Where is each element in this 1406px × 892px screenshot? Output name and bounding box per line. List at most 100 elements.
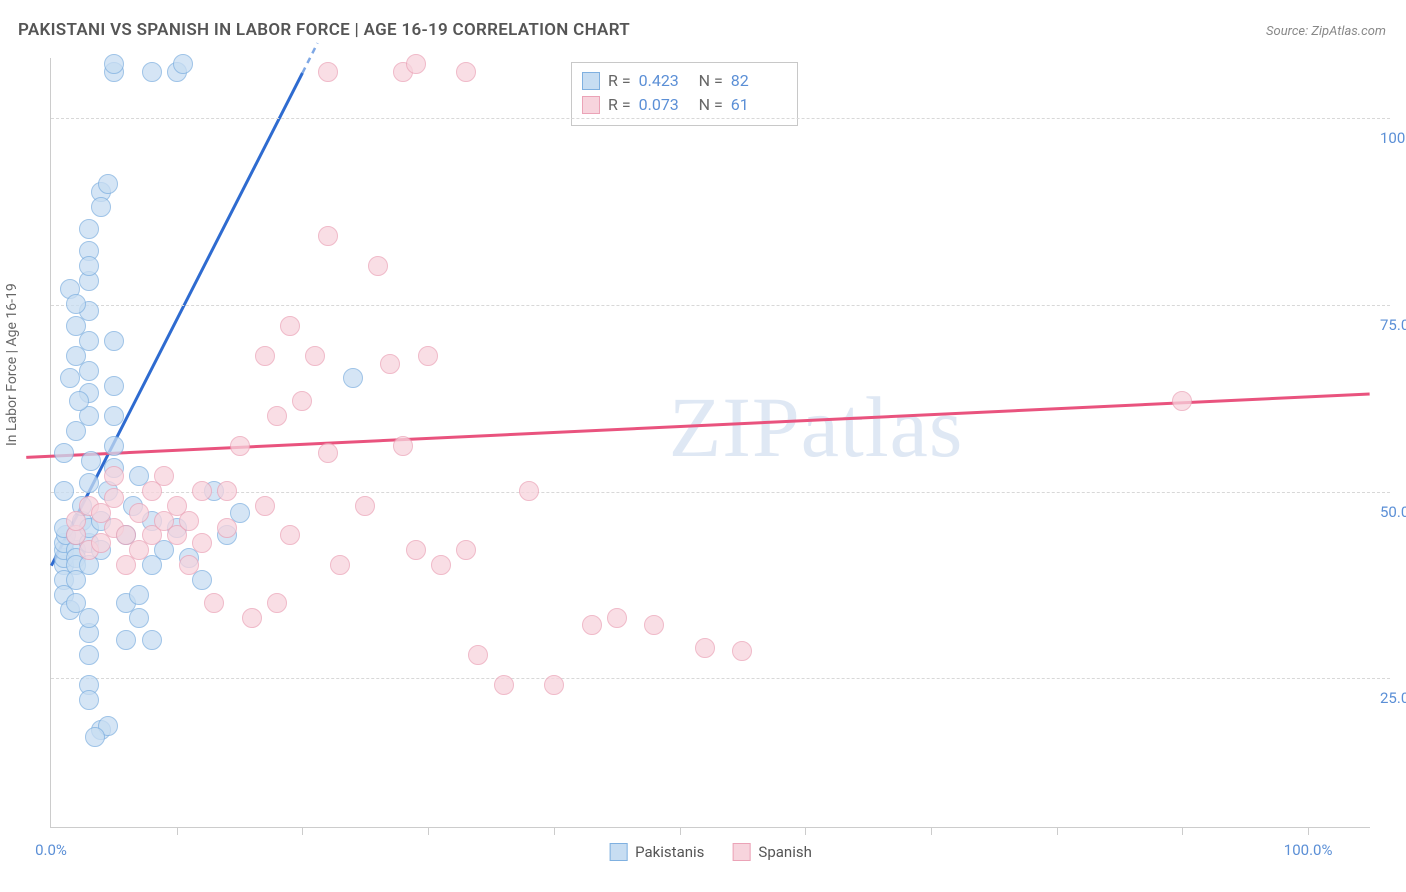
data-point xyxy=(280,316,300,336)
data-point xyxy=(129,585,149,605)
chart-title: PAKISTANI VS SPANISH IN LABOR FORCE | AG… xyxy=(18,20,630,40)
data-point xyxy=(54,481,74,501)
data-point xyxy=(318,226,338,246)
data-point xyxy=(230,436,250,456)
stat-n-value: 82 xyxy=(731,69,783,93)
legend-swatch xyxy=(582,72,600,90)
data-point xyxy=(104,488,124,508)
data-point xyxy=(129,503,149,523)
data-point xyxy=(255,346,275,366)
stat-n-value: 61 xyxy=(731,93,783,117)
stat-r-value: 0.423 xyxy=(639,69,691,93)
x-tick xyxy=(680,827,681,835)
data-point xyxy=(192,481,212,501)
legend-swatch xyxy=(732,843,750,861)
stat-r-value: 0.073 xyxy=(639,93,691,117)
stat-n-label: N = xyxy=(699,93,723,117)
grid-line xyxy=(51,678,1390,679)
data-point xyxy=(217,481,237,501)
data-point xyxy=(104,406,124,426)
x-tick xyxy=(931,827,932,835)
y-tick-label: 75.0% xyxy=(1380,316,1406,334)
data-point xyxy=(79,645,99,665)
data-point xyxy=(732,641,752,661)
x-axis-label: 0.0% xyxy=(35,841,67,859)
x-tick xyxy=(554,827,555,835)
data-point xyxy=(104,331,124,351)
data-point xyxy=(66,346,86,366)
x-tick xyxy=(1182,827,1183,835)
data-point xyxy=(380,354,400,374)
data-point xyxy=(60,368,80,388)
data-point xyxy=(468,645,488,665)
data-point xyxy=(267,406,287,426)
data-point xyxy=(142,62,162,82)
grid-line xyxy=(51,492,1390,493)
data-point xyxy=(406,54,426,74)
data-point xyxy=(406,540,426,560)
data-point xyxy=(431,555,451,575)
x-tick xyxy=(805,827,806,835)
data-point xyxy=(69,391,89,411)
legend-stats-box: R = 0.423 N = 82R = 0.073 N = 61 xyxy=(571,62,798,126)
legend-stats-row: R = 0.423 N = 82 xyxy=(582,69,783,93)
stat-n-label: N = xyxy=(699,69,723,93)
data-point xyxy=(343,368,363,388)
data-point xyxy=(544,675,564,695)
legend-stats-row: R =0.073N =61 xyxy=(582,93,783,117)
data-point xyxy=(66,316,86,336)
data-point xyxy=(179,511,199,531)
data-point xyxy=(116,630,136,650)
data-point xyxy=(91,197,111,217)
data-point xyxy=(104,376,124,396)
x-tick xyxy=(428,827,429,835)
legend-swatch xyxy=(609,843,627,861)
data-point xyxy=(79,256,99,276)
data-point xyxy=(1172,391,1192,411)
legend-label: Spanish xyxy=(758,843,811,861)
data-point xyxy=(418,346,438,366)
grid-line xyxy=(51,118,1390,119)
data-point xyxy=(456,62,476,82)
stat-r-label: R = xyxy=(608,69,631,93)
data-point xyxy=(142,630,162,650)
data-point xyxy=(607,608,627,628)
data-point xyxy=(330,555,350,575)
y-tick-label: 100.0% xyxy=(1380,129,1406,147)
x-tick xyxy=(1308,827,1309,835)
data-point xyxy=(154,466,174,486)
legend-item: Spanish xyxy=(732,843,811,861)
x-tick xyxy=(302,827,303,835)
legend-label: Pakistanis xyxy=(635,843,704,861)
data-point xyxy=(644,615,664,635)
plot-area: ZIPatlas R =0.423N =82R =0.073N =61 Paki… xyxy=(50,58,1370,828)
y-axis-title: In Labor Force | Age 16-19 xyxy=(4,283,20,446)
bottom-legend: Pakistanis Spanish xyxy=(609,843,812,861)
data-point xyxy=(79,608,99,628)
data-point xyxy=(66,421,86,441)
chart-source: Source: ZipAtlas.com xyxy=(1266,24,1386,39)
data-point xyxy=(192,533,212,553)
data-point xyxy=(217,518,237,538)
grid-line xyxy=(51,305,1390,306)
data-point xyxy=(79,219,99,239)
x-tick xyxy=(177,827,178,835)
y-tick-label: 50.0% xyxy=(1380,503,1406,521)
data-point xyxy=(81,451,101,471)
legend-swatch xyxy=(582,96,600,114)
data-point xyxy=(519,481,539,501)
data-point xyxy=(66,294,86,314)
data-point xyxy=(204,593,224,613)
data-point xyxy=(582,615,602,635)
data-point xyxy=(267,593,287,613)
data-point xyxy=(305,346,325,366)
trend-line xyxy=(302,43,317,73)
data-point xyxy=(85,727,105,747)
data-point xyxy=(129,608,149,628)
trend-line xyxy=(26,394,1369,457)
data-point xyxy=(368,256,388,276)
data-point xyxy=(355,496,375,516)
data-point xyxy=(318,62,338,82)
data-point xyxy=(104,436,124,456)
data-point xyxy=(54,443,74,463)
